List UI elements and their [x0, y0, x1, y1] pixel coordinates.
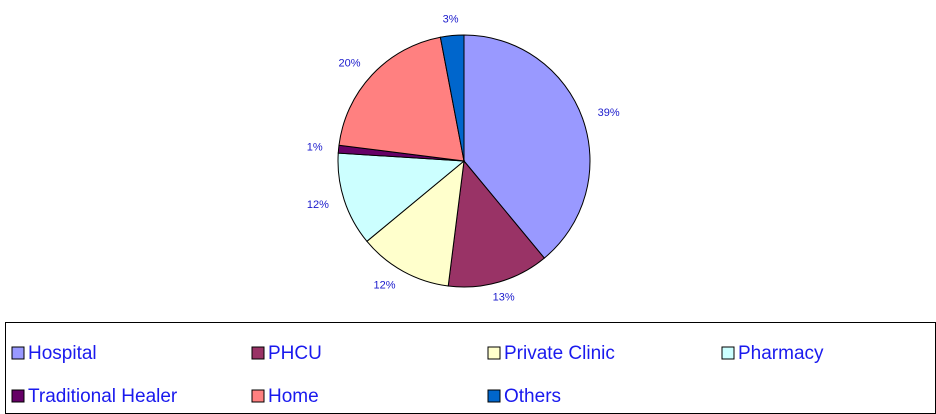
- data-label: 12%: [374, 279, 396, 291]
- pie-slice: [447, 159, 546, 288]
- legend-label: Private Clinic: [504, 343, 615, 364]
- data-label: 39%: [598, 107, 620, 119]
- pie-slice: [463, 34, 591, 259]
- legend-label: Hospital: [28, 343, 97, 364]
- legend-swatch: [11, 389, 25, 403]
- data-label: 13%: [493, 291, 515, 303]
- legend-box: [5, 322, 936, 414]
- pie-slice: [338, 36, 465, 162]
- data-label: 12%: [307, 199, 329, 211]
- legend-label: Home: [268, 386, 319, 407]
- legend-label: Pharmacy: [738, 343, 824, 364]
- legend-label: PHCU: [268, 343, 322, 364]
- legend-swatch: [487, 346, 501, 360]
- data-label: 20%: [338, 58, 360, 70]
- legend-label: Others: [504, 386, 561, 407]
- legend-swatch: [11, 346, 25, 360]
- legend-swatch: [721, 346, 735, 360]
- data-label: 1%: [307, 142, 323, 154]
- pie-slice: [366, 159, 465, 287]
- pie-slice: [439, 34, 465, 162]
- legend-swatch: [251, 346, 265, 360]
- pie-slice: [337, 152, 466, 243]
- legend-swatch: [251, 389, 265, 403]
- data-label: 3%: [443, 14, 459, 26]
- legend-label: Traditional Healer: [28, 386, 178, 407]
- legend-swatch: [487, 389, 501, 403]
